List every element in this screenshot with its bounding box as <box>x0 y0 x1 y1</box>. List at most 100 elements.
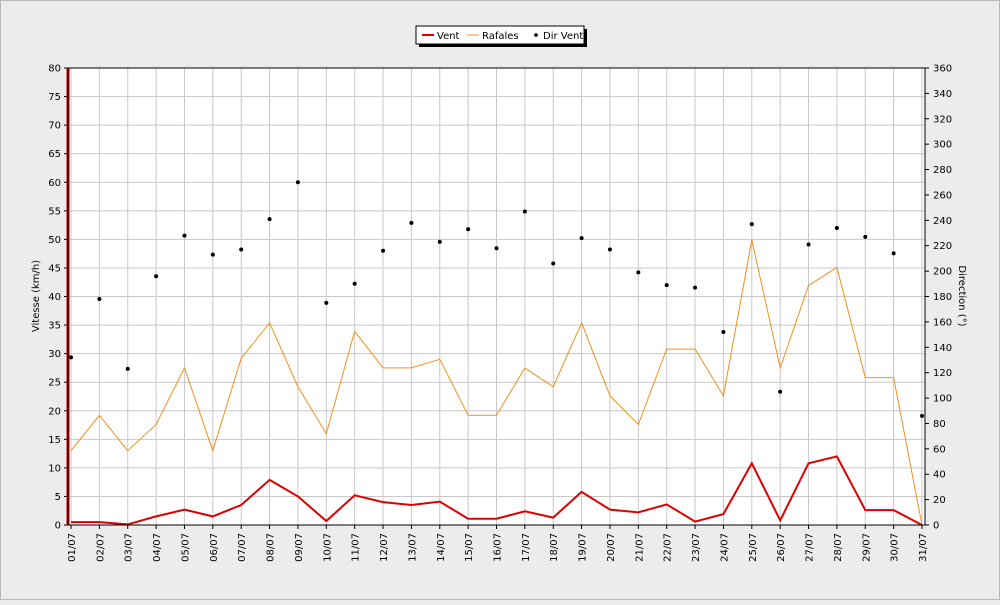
x-tick-label: 23/07 <box>691 533 702 562</box>
y2-tick-label: 140 <box>933 343 952 354</box>
y-tick-label: 75 <box>48 92 61 103</box>
point-dir-vent <box>749 222 754 227</box>
y-tick-label: 35 <box>48 321 61 332</box>
x-tick-label: 19/07 <box>578 533 589 562</box>
x-tick-label: 03/07 <box>124 533 135 562</box>
y-tick-label: 10 <box>48 463 61 474</box>
point-dir-vent <box>863 234 868 239</box>
point-dir-vent <box>834 225 839 230</box>
x-tick-label: 02/07 <box>95 533 106 562</box>
plot-border <box>67 67 926 526</box>
point-dir-vent <box>721 330 726 335</box>
point-dir-vent <box>607 247 612 252</box>
x-tick-label: 20/07 <box>606 533 617 562</box>
x-tick-label: 31/07 <box>918 533 929 562</box>
series-line-vent <box>71 455 923 526</box>
point-dir-vent <box>551 261 556 266</box>
x-tick-label: 05/07 <box>180 533 191 562</box>
y2-tick-label: 60 <box>933 444 946 455</box>
x-tick-label: 01/07 <box>67 533 78 562</box>
x-tick-label: 10/07 <box>322 533 333 562</box>
x-tick-label: 30/07 <box>890 533 901 562</box>
x-tick-label: 27/07 <box>805 533 816 562</box>
y2-tick-label: 180 <box>933 292 952 303</box>
point-dir-vent <box>381 248 386 253</box>
x-tick-label: 29/07 <box>861 533 872 562</box>
y2-axis-ticks: 0 20 40 60 80 100 120 140 160 180 200 220 240 260 280 3… <box>925 64 952 532</box>
y2-tick-label: 100 <box>933 394 952 405</box>
point-dir-vent <box>210 252 215 257</box>
y-tick-label: 0 <box>55 521 61 532</box>
x-tick-label: 18/07 <box>549 533 560 562</box>
x-tick-label: 28/07 <box>833 533 844 562</box>
x-axis-ticks: 01/07 02/07 03/07 04/07 05/07 06/07 07/07 08/07… <box>67 525 929 562</box>
point-dir-vent <box>579 236 584 241</box>
x-tick-label: 16/07 <box>493 533 504 562</box>
y2-tick-label: 320 <box>933 114 952 125</box>
legend-label-dir-vent: Dir Vent <box>543 31 583 42</box>
y2-tick-label: 20 <box>933 495 946 506</box>
y2-tick-label: 260 <box>933 190 952 201</box>
point-dir-vent <box>409 220 414 225</box>
y2-tick-label: 240 <box>933 216 952 227</box>
point-dir-vent <box>494 246 499 251</box>
y2-axis-label: Direction (°) <box>956 265 967 326</box>
point-dir-vent <box>891 251 896 256</box>
x-tick-label: 06/07 <box>209 533 220 562</box>
y-tick-label: 25 <box>48 378 61 389</box>
point-dir-vent <box>778 389 783 394</box>
x-tick-label: 25/07 <box>748 533 759 562</box>
point-dir-vent <box>267 217 272 222</box>
y-tick-label: 55 <box>48 206 61 217</box>
series-layer <box>69 180 924 526</box>
x-tick-label: 07/07 <box>237 533 248 562</box>
x-tick-label: 26/07 <box>776 533 787 562</box>
y-tick-label: 50 <box>48 235 61 246</box>
point-dir-vent <box>466 227 471 232</box>
x-tick-label: 22/07 <box>663 533 674 562</box>
point-dir-vent <box>352 281 357 286</box>
x-tick-label: 12/07 <box>379 533 390 562</box>
y2-tick-label: 200 <box>933 267 952 278</box>
point-dir-vent <box>182 233 187 238</box>
y-tick-label: 70 <box>48 121 61 132</box>
y-tick-label: 80 <box>48 64 61 75</box>
y2-tick-label: 340 <box>933 89 952 100</box>
y-tick-label: 40 <box>48 292 61 303</box>
point-dir-vent <box>154 274 159 279</box>
point-dir-vent <box>693 285 698 290</box>
point-dir-vent <box>125 366 130 371</box>
y-tick-label: 65 <box>48 149 61 160</box>
y2-tick-label: 40 <box>933 470 946 481</box>
y2-tick-label: 280 <box>933 165 952 176</box>
y2-tick-label: 120 <box>933 368 952 379</box>
x-tick-label: 21/07 <box>634 533 645 562</box>
point-dir-vent <box>97 297 102 302</box>
x-tick-label: 13/07 <box>407 533 418 562</box>
point-dir-vent <box>664 283 669 288</box>
y-tick-label: 5 <box>55 492 61 503</box>
x-tick-label: 17/07 <box>521 533 532 562</box>
y2-tick-label: 160 <box>933 317 952 328</box>
y2-tick-label: 360 <box>933 64 952 75</box>
y-tick-label: 20 <box>48 406 61 417</box>
y2-tick-label: 220 <box>933 241 952 252</box>
x-tick-label: 15/07 <box>464 533 475 562</box>
point-dir-vent <box>295 180 300 185</box>
y-tick-label: 60 <box>48 178 61 189</box>
y-tick-label: 30 <box>48 349 61 360</box>
x-tick-label: 14/07 <box>436 533 447 562</box>
legend-label-rafales: Rafales <box>482 31 519 42</box>
y-tick-label: 45 <box>48 263 61 274</box>
point-dir-vent <box>636 270 641 275</box>
x-tick-label: 24/07 <box>719 533 730 562</box>
point-dir-vent <box>69 355 73 360</box>
y-tick-label: 15 <box>48 435 61 446</box>
series-line-rafales <box>70 239 923 526</box>
legend: Vent Rafales Dir Vent <box>415 25 587 47</box>
point-dir-vent <box>806 242 811 247</box>
x-tick-label: 11/07 <box>351 533 362 562</box>
y-axis-label: Vitesse (km/h) <box>31 260 42 332</box>
